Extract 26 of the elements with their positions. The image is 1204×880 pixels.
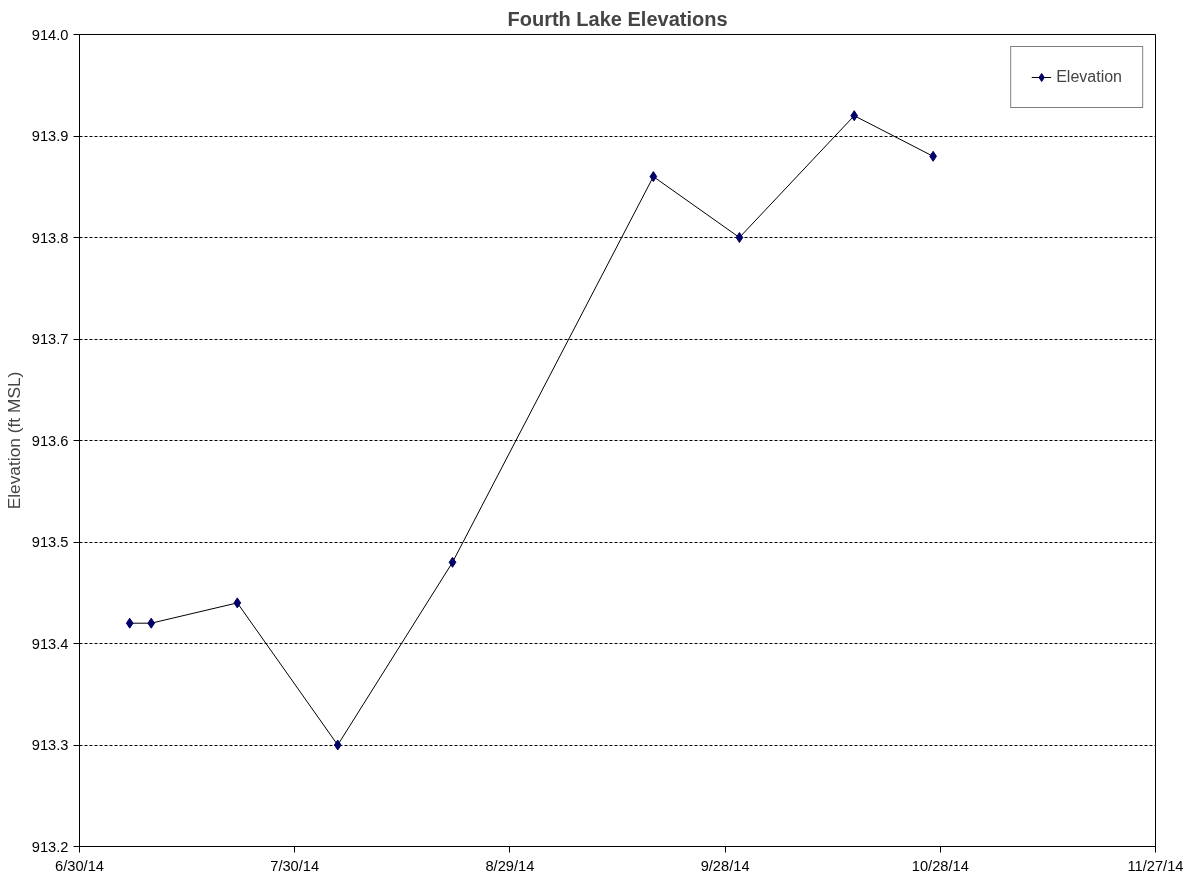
y-axis-title: Elevation (ft MSL) xyxy=(3,371,24,510)
point xyxy=(333,739,342,751)
point xyxy=(649,171,658,183)
y-tick-label: 913.4 xyxy=(31,635,69,652)
x-tick-label: 10/28/14 xyxy=(911,857,969,874)
y-tick-label: 913.7 xyxy=(31,331,69,347)
legend-label: Elevation xyxy=(1056,68,1122,86)
y-tick-label: 913.5 xyxy=(31,534,69,550)
chart-title: Fourth Lake Elevations xyxy=(507,7,728,30)
y-tick-label: 913.6 xyxy=(31,432,69,449)
point xyxy=(233,597,242,609)
point xyxy=(850,110,859,122)
point xyxy=(735,232,744,243)
x-tick-label: 6/30/14 xyxy=(55,857,104,874)
point xyxy=(448,556,457,568)
x-tick-label: 8/29/14 xyxy=(485,857,535,874)
y-tick-label: 913.9 xyxy=(31,128,69,144)
y-tick-label: 914.0 xyxy=(31,26,69,43)
x-tick-label: 9/28/14 xyxy=(700,857,750,874)
point xyxy=(147,617,156,629)
y-tick-label: 913.8 xyxy=(31,229,69,246)
y-tick-label: 913.2 xyxy=(31,838,69,855)
x-tick-label: 11/27/14 xyxy=(1127,857,1184,874)
point xyxy=(125,617,134,629)
x-tick-label: 7/30/14 xyxy=(270,857,320,874)
y-tick-label: 913.3 xyxy=(31,737,69,753)
